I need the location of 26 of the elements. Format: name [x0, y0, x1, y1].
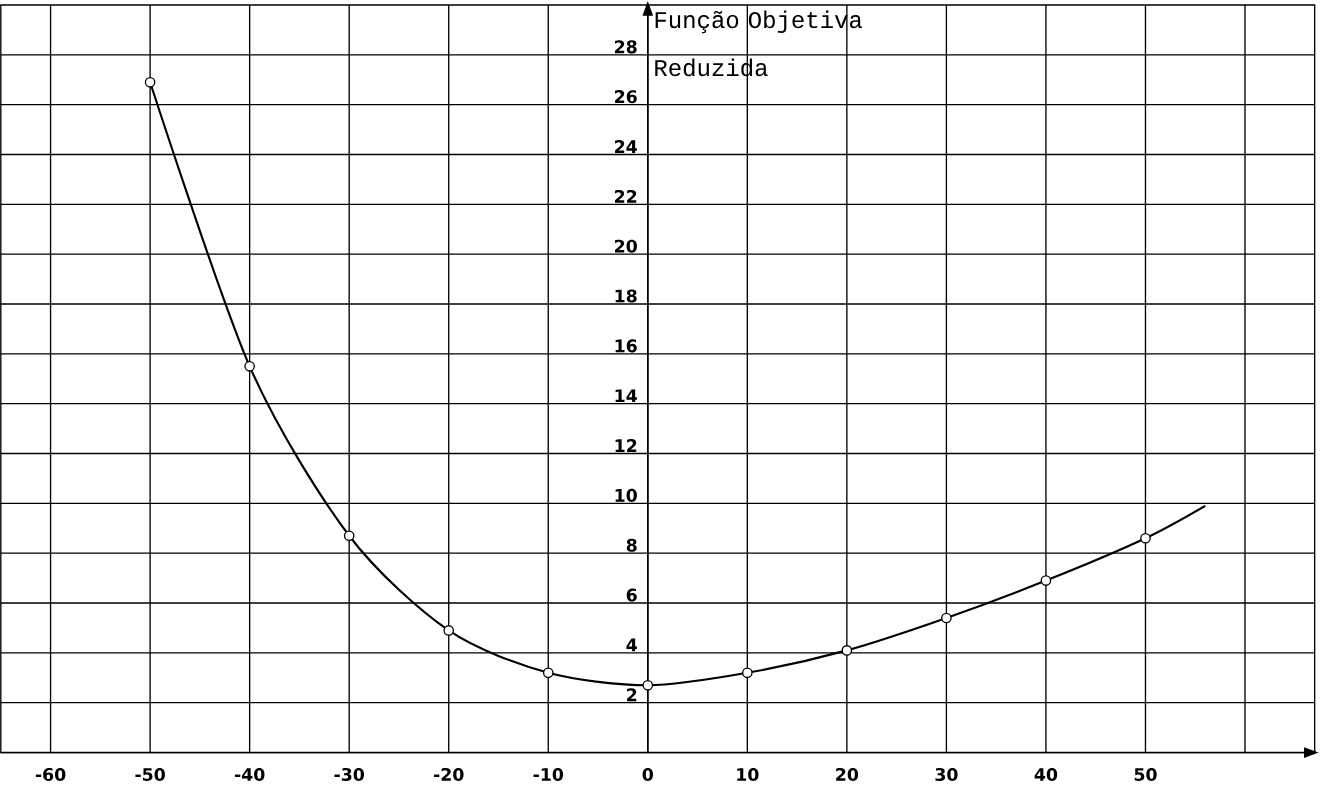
y-tick-label: 16 — [615, 339, 637, 353]
y-tick-label: 10 — [615, 488, 637, 502]
y-tick-label: 26 — [615, 90, 637, 104]
x-tick-label: -50 — [135, 767, 165, 781]
x-tick-label: 10 — [737, 767, 759, 781]
y-tick-label: 12 — [615, 439, 637, 452]
y-tick-label: 20 — [615, 239, 637, 253]
x-tick-label: -30 — [334, 767, 364, 781]
x-tick-label: -20 — [434, 767, 464, 781]
y-tick-label: 4 — [626, 638, 637, 652]
y-tick-label: 8 — [626, 538, 637, 552]
y-tick-label: 6 — [626, 588, 637, 602]
x-tick-label: -40 — [234, 767, 265, 781]
y-tick-label: 28 — [615, 40, 637, 54]
y-tick-label: 14 — [615, 389, 637, 402]
x-tick-label: 40 — [1034, 767, 1058, 781]
x-tick-label: 30 — [935, 767, 958, 781]
y-tick-label: 18 — [615, 289, 637, 303]
y-tick-label: 24 — [615, 139, 637, 153]
y-tick-label: 22 — [615, 189, 637, 203]
y-tick-label: 2 — [627, 688, 637, 702]
x-tick-label: 0 — [642, 767, 653, 781]
x-tick-label: -10 — [533, 767, 564, 781]
x-tick-label: 20 — [836, 767, 859, 781]
x-tick-label: 50 — [1134, 767, 1157, 781]
x-tick-label: -60 — [35, 767, 66, 781]
